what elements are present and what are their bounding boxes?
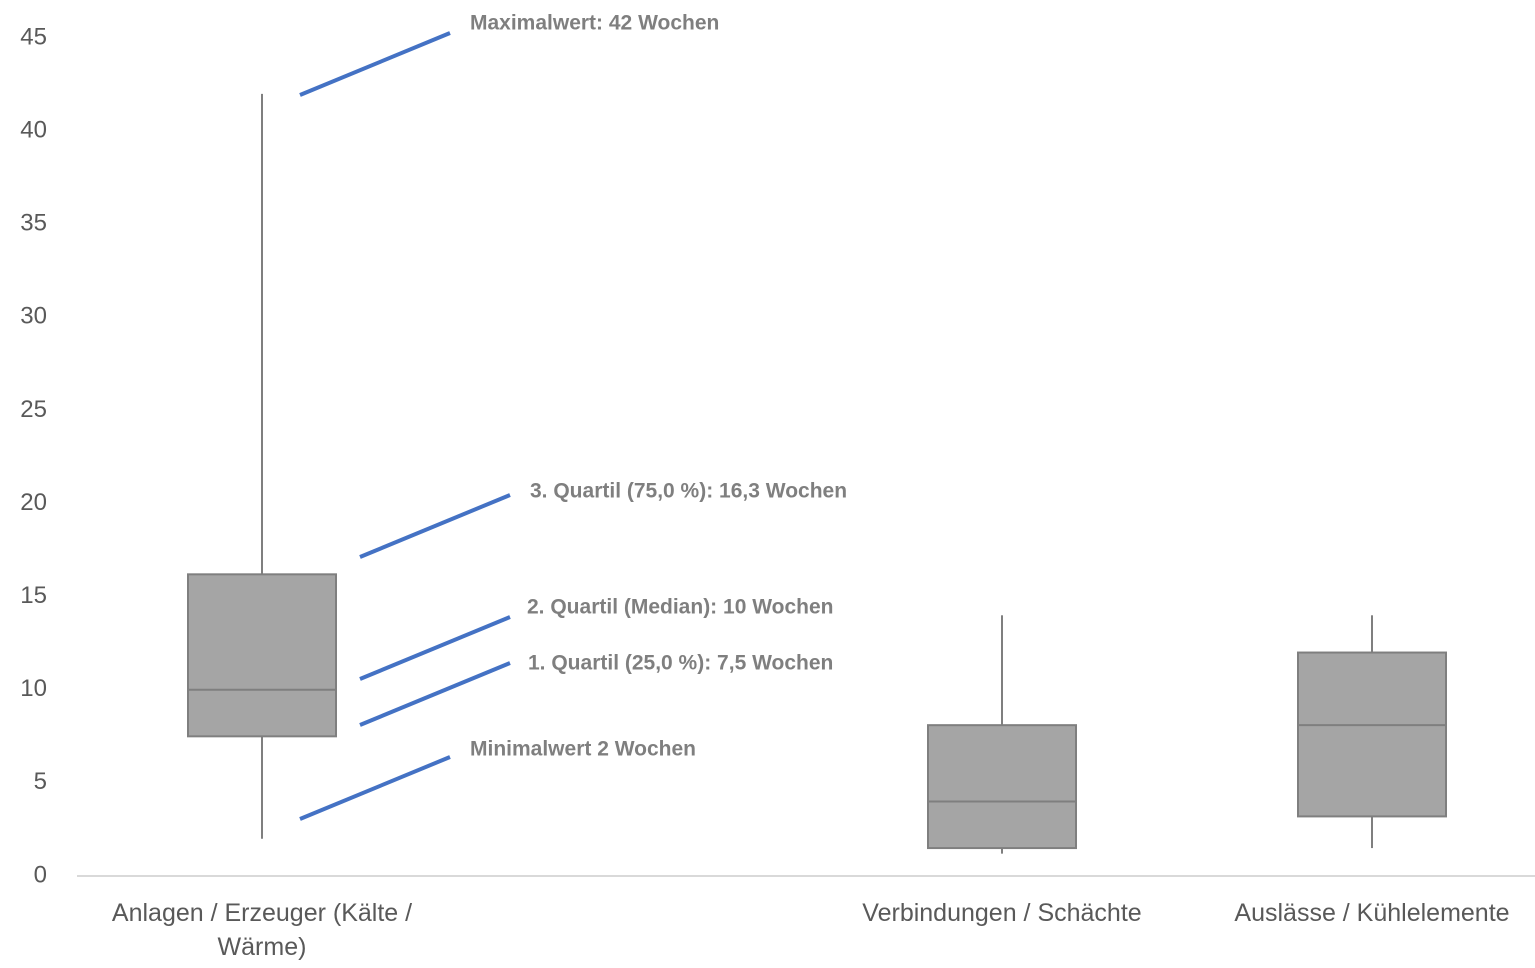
annotation-line [359, 493, 511, 559]
y-tick-label: 35 [20, 210, 47, 237]
x-tick-label: Verbindungen / Schächte [862, 899, 1142, 927]
y-tick-label: 30 [20, 303, 47, 330]
y-tick-label: 15 [20, 582, 47, 609]
annotation: Maximalwert: 42 Wochen [470, 12, 719, 35]
y-tick-label: 5 [34, 768, 47, 795]
y-tick-label: 10 [20, 675, 47, 702]
x-tick-label: Auslässe / Kühlelemente [1234, 899, 1510, 927]
annotation: 3. Quartil (75,0 %): 16,3 Wochen [530, 480, 847, 503]
annotation-line [359, 615, 511, 681]
annotation: 1. Quartil (25,0 %): 7,5 Wochen [528, 652, 833, 675]
annotation: Minimalwert 2 Wochen [470, 738, 696, 761]
x-tick-label: Anlagen / Erzeuger (Kälte / Wärme) [111, 899, 413, 961]
box [927, 724, 1077, 850]
box [187, 573, 337, 738]
y-tick-label: 0 [34, 861, 47, 888]
annotation-line [299, 31, 451, 97]
annotation-line [359, 661, 511, 727]
y-tick-label: 40 [20, 116, 47, 143]
y-tick-label: 25 [20, 396, 47, 423]
box [1297, 651, 1447, 818]
y-tick-label: 20 [20, 489, 47, 516]
y-tick-label: 45 [20, 23, 47, 50]
annotation: 2. Quartil (Median): 10 Wochen [527, 596, 834, 619]
annotation-line [299, 755, 451, 821]
